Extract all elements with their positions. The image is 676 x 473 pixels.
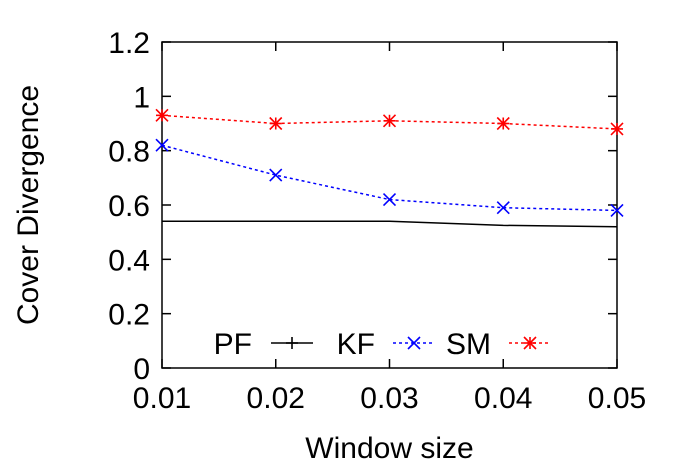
y-tick-label: 0.8 bbox=[108, 136, 150, 169]
x-axis: 0.01 0.02 0.03 0.04 0.05 bbox=[133, 42, 646, 415]
plot-border bbox=[161, 41, 618, 369]
data-point bbox=[610, 203, 624, 217]
series-layer bbox=[155, 108, 624, 228]
data-point bbox=[496, 201, 510, 215]
x-tick-label: 0.02 bbox=[247, 382, 305, 415]
x-tick-label: 0.04 bbox=[474, 382, 532, 415]
plot-frame bbox=[161, 41, 618, 369]
y-tick-label: 0.4 bbox=[108, 244, 150, 277]
x-tick-label: 0.05 bbox=[588, 382, 646, 415]
data-point bbox=[610, 122, 624, 136]
legend-label: KF bbox=[337, 328, 375, 361]
legend-entry-sm: SM bbox=[446, 328, 551, 361]
series-pf bbox=[162, 220, 618, 228]
data-point bbox=[496, 116, 510, 131]
series-sm bbox=[155, 108, 624, 136]
legend-marker bbox=[407, 336, 421, 350]
y-axis-title: Cover Divergence bbox=[12, 85, 45, 325]
series-line-pf bbox=[162, 220, 618, 228]
y-axis: 0 0.2 0.4 0.6 0.8 1 1.2 bbox=[108, 27, 617, 386]
y-tick-label: 1.2 bbox=[108, 27, 150, 60]
x-axis-title: Window size bbox=[305, 432, 473, 465]
legend-entry-pf: PF bbox=[214, 328, 313, 361]
data-point bbox=[269, 168, 283, 182]
x-tick-label: 0.01 bbox=[133, 382, 191, 415]
legend-marker bbox=[523, 336, 537, 350]
series-line-kf bbox=[161, 144, 618, 212]
legend: PF KF SM bbox=[214, 328, 551, 361]
legend-label: SM bbox=[446, 328, 491, 361]
data-point bbox=[155, 108, 169, 122]
y-tick-label: 0.2 bbox=[108, 299, 150, 332]
x-tick-label: 0.03 bbox=[360, 382, 418, 415]
legend-label: PF bbox=[214, 328, 252, 361]
data-point bbox=[382, 193, 397, 207]
data-point bbox=[269, 116, 283, 131]
legend-marker bbox=[286, 337, 298, 349]
data-point bbox=[155, 138, 169, 152]
series-kf bbox=[155, 138, 624, 217]
series-line-sm bbox=[161, 114, 618, 130]
data-point bbox=[382, 114, 397, 128]
y-tick-label: 0 bbox=[133, 353, 150, 386]
y-tick-label: 1 bbox=[133, 81, 150, 114]
legend-entry-kf: KF bbox=[337, 328, 435, 361]
y-tick-label: 0.6 bbox=[108, 190, 150, 223]
